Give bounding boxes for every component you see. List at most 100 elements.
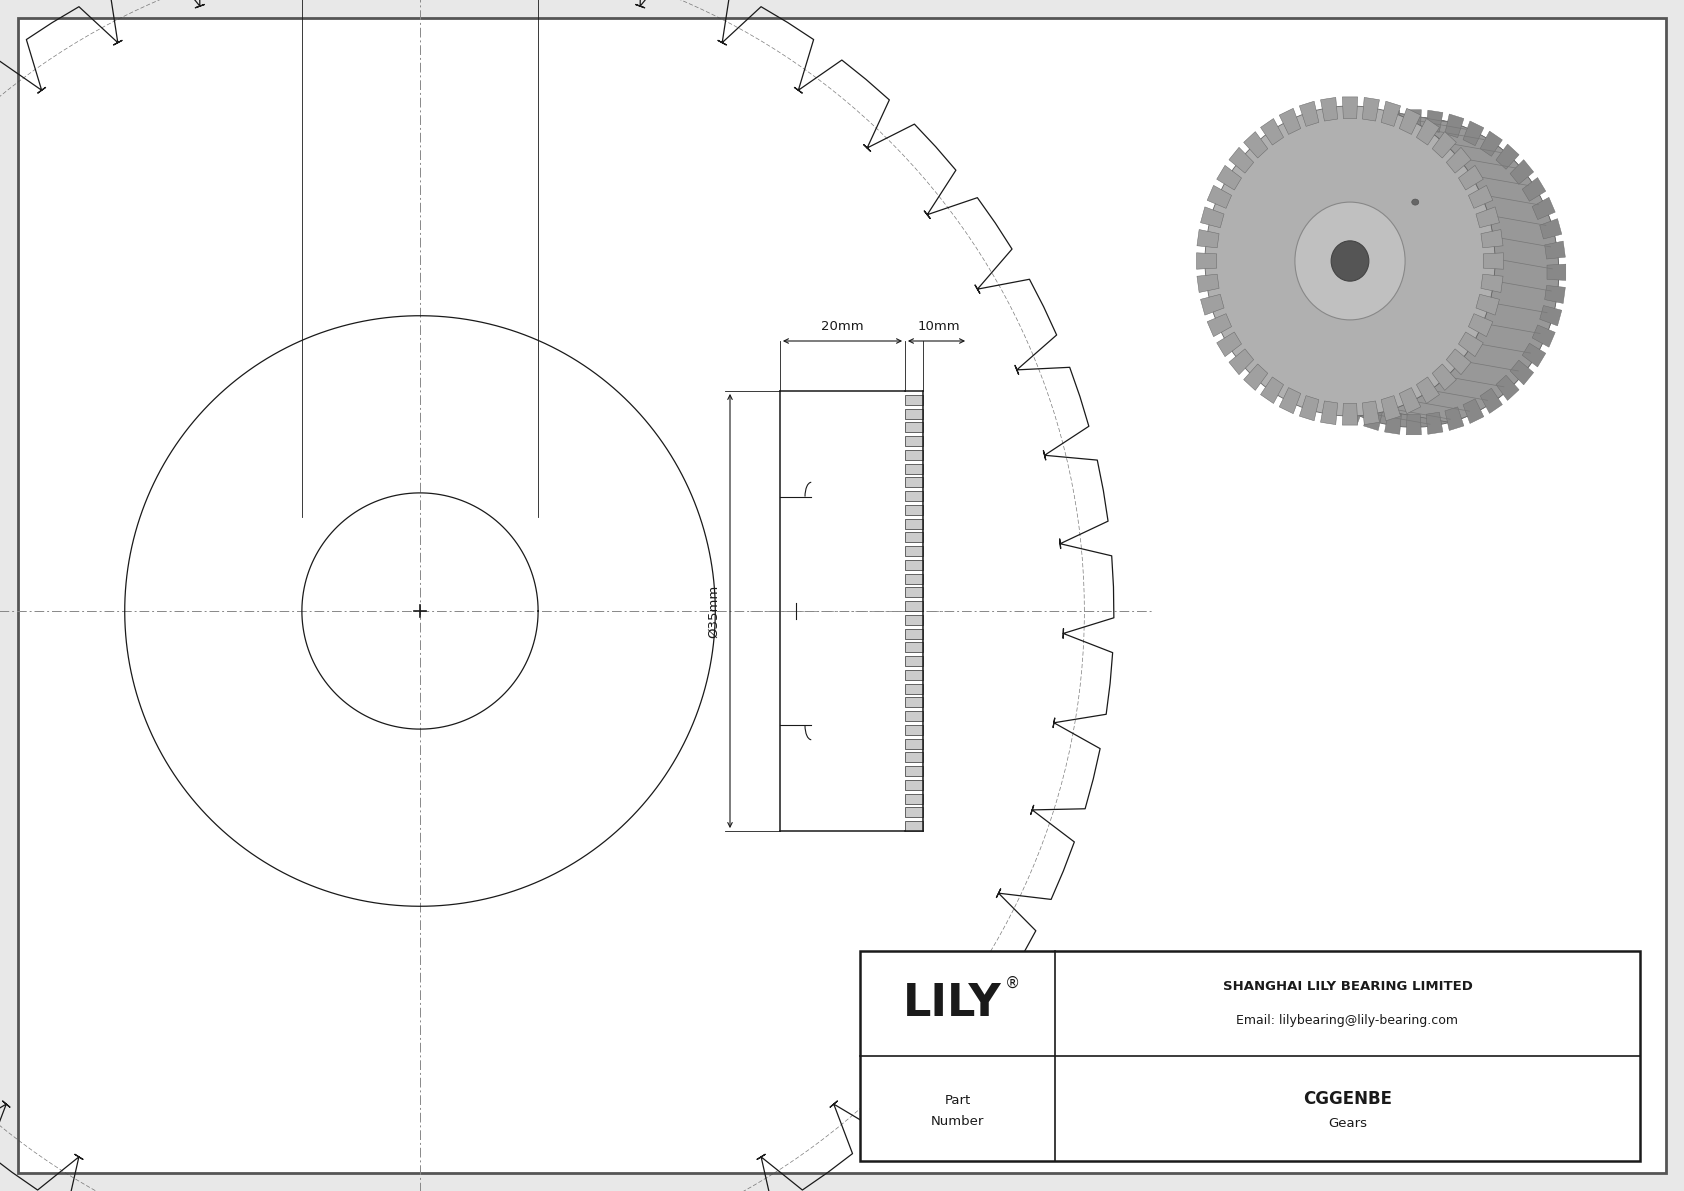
Polygon shape bbox=[1344, 121, 1364, 145]
Polygon shape bbox=[1362, 98, 1379, 121]
Bar bbox=[904, 807, 923, 817]
Polygon shape bbox=[1468, 313, 1492, 337]
Polygon shape bbox=[1445, 114, 1463, 138]
Ellipse shape bbox=[1295, 202, 1404, 320]
Bar bbox=[904, 491, 923, 501]
Polygon shape bbox=[1300, 395, 1319, 420]
Polygon shape bbox=[1197, 252, 1218, 269]
Polygon shape bbox=[1261, 264, 1280, 280]
Bar bbox=[904, 629, 923, 638]
Bar bbox=[904, 532, 923, 542]
Polygon shape bbox=[1197, 274, 1219, 293]
Polygon shape bbox=[1362, 401, 1379, 425]
Bar bbox=[904, 615, 923, 625]
Text: Email: lilybearing@lily-bearing.com: Email: lilybearing@lily-bearing.com bbox=[1236, 1014, 1458, 1027]
Bar bbox=[904, 587, 923, 597]
Polygon shape bbox=[1475, 294, 1499, 316]
Polygon shape bbox=[1266, 306, 1288, 326]
Bar bbox=[904, 574, 923, 584]
Bar bbox=[904, 642, 923, 653]
Polygon shape bbox=[1201, 294, 1224, 316]
Polygon shape bbox=[1458, 332, 1484, 356]
Polygon shape bbox=[1308, 375, 1332, 400]
Polygon shape bbox=[1426, 111, 1443, 132]
Polygon shape bbox=[1280, 387, 1300, 413]
Bar bbox=[904, 518, 923, 529]
Polygon shape bbox=[1484, 252, 1504, 269]
Text: CGGENBE: CGGENBE bbox=[1303, 1090, 1393, 1108]
Polygon shape bbox=[1458, 166, 1484, 191]
Polygon shape bbox=[1495, 144, 1519, 169]
Text: Gears: Gears bbox=[1329, 1117, 1367, 1130]
Polygon shape bbox=[1522, 343, 1546, 367]
Polygon shape bbox=[1261, 241, 1283, 258]
Polygon shape bbox=[1342, 96, 1357, 119]
Polygon shape bbox=[1447, 349, 1472, 375]
Polygon shape bbox=[1325, 131, 1347, 156]
Polygon shape bbox=[1475, 207, 1499, 227]
Polygon shape bbox=[1293, 160, 1317, 185]
Polygon shape bbox=[1218, 332, 1241, 356]
Polygon shape bbox=[1463, 121, 1484, 145]
Polygon shape bbox=[1495, 375, 1519, 400]
Polygon shape bbox=[1201, 207, 1224, 227]
Bar bbox=[904, 395, 923, 405]
Polygon shape bbox=[1229, 349, 1253, 375]
Text: Part: Part bbox=[945, 1095, 970, 1106]
Polygon shape bbox=[1431, 364, 1457, 391]
Bar bbox=[904, 478, 923, 487]
Bar bbox=[904, 821, 923, 831]
Polygon shape bbox=[1282, 343, 1305, 367]
Polygon shape bbox=[1325, 388, 1347, 413]
Polygon shape bbox=[1197, 230, 1219, 248]
Polygon shape bbox=[1261, 119, 1283, 145]
Polygon shape bbox=[1282, 177, 1305, 201]
Polygon shape bbox=[1548, 264, 1566, 280]
Ellipse shape bbox=[1330, 241, 1369, 281]
Polygon shape bbox=[1511, 360, 1534, 385]
Polygon shape bbox=[1480, 274, 1504, 293]
Polygon shape bbox=[1293, 360, 1317, 385]
Bar bbox=[904, 738, 923, 748]
Polygon shape bbox=[1544, 286, 1566, 304]
Polygon shape bbox=[1364, 114, 1383, 138]
Bar bbox=[861, 950, 1640, 1161]
Bar bbox=[904, 450, 923, 460]
Polygon shape bbox=[1384, 412, 1401, 435]
Text: LILY: LILY bbox=[903, 983, 1002, 1025]
Polygon shape bbox=[1399, 387, 1421, 413]
Polygon shape bbox=[1320, 401, 1337, 425]
Polygon shape bbox=[1342, 404, 1357, 425]
Bar bbox=[904, 669, 923, 680]
Bar bbox=[904, 793, 923, 804]
Polygon shape bbox=[1544, 241, 1566, 258]
Polygon shape bbox=[1416, 119, 1440, 145]
Polygon shape bbox=[1406, 414, 1421, 435]
Polygon shape bbox=[1344, 399, 1364, 424]
Polygon shape bbox=[1532, 325, 1556, 347]
Text: 20mm: 20mm bbox=[822, 320, 864, 333]
Bar bbox=[904, 560, 923, 569]
Polygon shape bbox=[1463, 399, 1484, 424]
Bar bbox=[904, 698, 923, 707]
Bar bbox=[904, 436, 923, 445]
Polygon shape bbox=[1416, 378, 1440, 404]
Bar bbox=[904, 725, 923, 735]
Text: Number: Number bbox=[931, 1115, 983, 1128]
Polygon shape bbox=[1445, 407, 1463, 430]
Polygon shape bbox=[1207, 313, 1231, 337]
Polygon shape bbox=[1218, 166, 1241, 191]
Polygon shape bbox=[1266, 219, 1288, 239]
Polygon shape bbox=[1406, 110, 1421, 130]
Polygon shape bbox=[1480, 230, 1504, 248]
Polygon shape bbox=[1273, 198, 1295, 219]
Polygon shape bbox=[1480, 388, 1502, 413]
Polygon shape bbox=[1431, 132, 1457, 158]
Bar bbox=[904, 656, 923, 666]
Text: SHANGHAI LILY BEARING LIMITED: SHANGHAI LILY BEARING LIMITED bbox=[1223, 980, 1472, 993]
Bar bbox=[904, 505, 923, 515]
Polygon shape bbox=[1511, 160, 1534, 185]
Polygon shape bbox=[1381, 101, 1401, 126]
Polygon shape bbox=[1539, 219, 1561, 239]
Polygon shape bbox=[1468, 186, 1492, 208]
